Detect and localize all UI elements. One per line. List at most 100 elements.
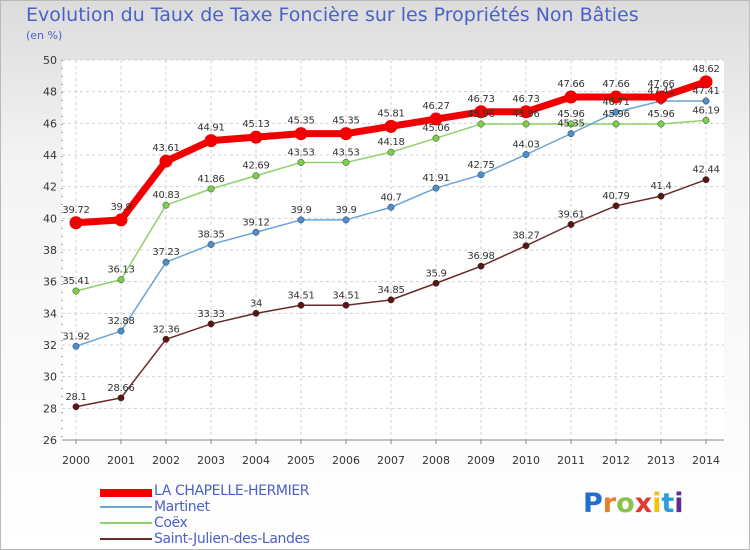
data-point — [474, 105, 488, 119]
x-tick-label: 2002 — [152, 454, 180, 467]
data-point — [384, 119, 398, 133]
data-point — [567, 120, 575, 128]
data-point — [207, 320, 215, 328]
x-tick-label: 2008 — [422, 454, 450, 467]
x-tick-label: 2001 — [107, 454, 135, 467]
y-tick-label: 40 — [43, 212, 57, 225]
data-point — [702, 176, 710, 184]
data-point — [699, 75, 713, 89]
data-point — [117, 276, 125, 284]
data-point — [342, 158, 350, 166]
data-label: 46.71 — [602, 97, 629, 108]
x-tick-label: 2006 — [332, 454, 360, 467]
data-label: 45.96 — [512, 109, 539, 120]
data-label: 47.66 — [557, 79, 584, 90]
data-label: 39.9 — [290, 205, 311, 216]
data-label: 35.41 — [62, 276, 89, 287]
x-tick-label: 2013 — [647, 454, 675, 467]
data-point — [249, 130, 263, 144]
data-point — [387, 296, 395, 304]
data-label: 45.96 — [557, 109, 584, 120]
data-label: 41.86 — [197, 174, 224, 185]
y-tick-label: 32 — [43, 339, 57, 352]
data-label: 39.12 — [242, 217, 269, 228]
x-tick-label: 2003 — [197, 454, 225, 467]
data-point — [204, 134, 218, 148]
data-label: 46.73 — [512, 94, 539, 105]
data-point — [432, 184, 440, 192]
data-point — [477, 171, 485, 179]
legend-label-1: Martinet — [154, 499, 210, 515]
data-point — [294, 127, 308, 141]
data-point — [387, 203, 395, 211]
data-label: 47.66 — [602, 79, 629, 90]
data-point — [612, 202, 620, 210]
data-label: 36.98 — [467, 251, 494, 262]
x-tick-label: 2000 — [62, 454, 90, 467]
y-tick-label: 28 — [43, 402, 57, 415]
data-point — [654, 90, 668, 104]
proxiti-logo: Proxiti — [583, 488, 684, 519]
x-tick-label: 2005 — [287, 454, 315, 467]
data-label: 34.51 — [287, 290, 314, 301]
legend-label-2: Coëx — [154, 515, 188, 531]
data-label: 46.19 — [692, 105, 719, 116]
data-label: 42.44 — [692, 165, 719, 176]
data-point — [657, 120, 665, 128]
data-point — [519, 105, 533, 119]
data-label: 45.06 — [422, 123, 449, 134]
legend-swatch-1 — [100, 506, 152, 508]
data-point — [117, 327, 125, 335]
data-point — [72, 403, 80, 411]
data-point — [612, 108, 620, 116]
y-tick-label: 46 — [43, 117, 57, 130]
data-label: 45.96 — [647, 109, 674, 120]
y-tick-label: 48 — [43, 86, 57, 99]
x-tick-label: 2009 — [467, 454, 495, 467]
data-label: 48.62 — [692, 64, 719, 75]
data-label: 33.33 — [197, 309, 224, 320]
series-lines — [69, 75, 713, 411]
data-label: 38.27 — [512, 231, 539, 242]
data-label: 35.9 — [425, 268, 446, 279]
data-point — [612, 120, 620, 128]
logo-letter: i — [674, 488, 684, 519]
data-point — [162, 201, 170, 209]
y-tick-label: 26 — [43, 434, 57, 447]
data-label: 32.36 — [152, 324, 179, 335]
data-point — [72, 287, 80, 295]
data-label: 32.88 — [107, 316, 134, 327]
data-label: 43.53 — [287, 147, 314, 158]
data-point — [567, 130, 575, 138]
data-label: 44.18 — [377, 137, 404, 148]
logo-letter: P — [583, 488, 603, 519]
data-label: 40.79 — [602, 191, 629, 202]
legend-swatch-0 — [100, 489, 152, 497]
chart-unit-label: (en %) — [26, 29, 63, 42]
data-label: 40.83 — [152, 190, 179, 201]
data-label: 45.35 — [332, 116, 359, 127]
data-point — [477, 120, 485, 128]
data-label: 38.35 — [197, 229, 224, 240]
chart-title: Evolution du Taux de Taxe Foncière sur l… — [26, 4, 639, 26]
data-point — [207, 241, 215, 248]
data-label: 36.13 — [107, 265, 134, 276]
data-label: 45.35 — [287, 116, 314, 127]
y-tick-label: 38 — [43, 244, 57, 257]
data-point — [162, 335, 170, 343]
data-label: 43.61 — [152, 143, 179, 154]
data-label: 34.85 — [377, 285, 404, 296]
legend-swatch-2 — [100, 522, 152, 524]
data-point — [702, 97, 710, 105]
data-label: 45.96 — [467, 109, 494, 120]
data-label: 39.9 — [335, 205, 356, 216]
x-tick-label: 2012 — [602, 454, 630, 467]
data-point — [342, 301, 350, 309]
data-label: 47.41 — [692, 86, 719, 97]
data-point — [522, 120, 530, 128]
x-tick-label: 2011 — [557, 454, 585, 467]
data-point — [522, 242, 530, 250]
data-point — [387, 148, 395, 156]
data-point — [297, 216, 305, 224]
